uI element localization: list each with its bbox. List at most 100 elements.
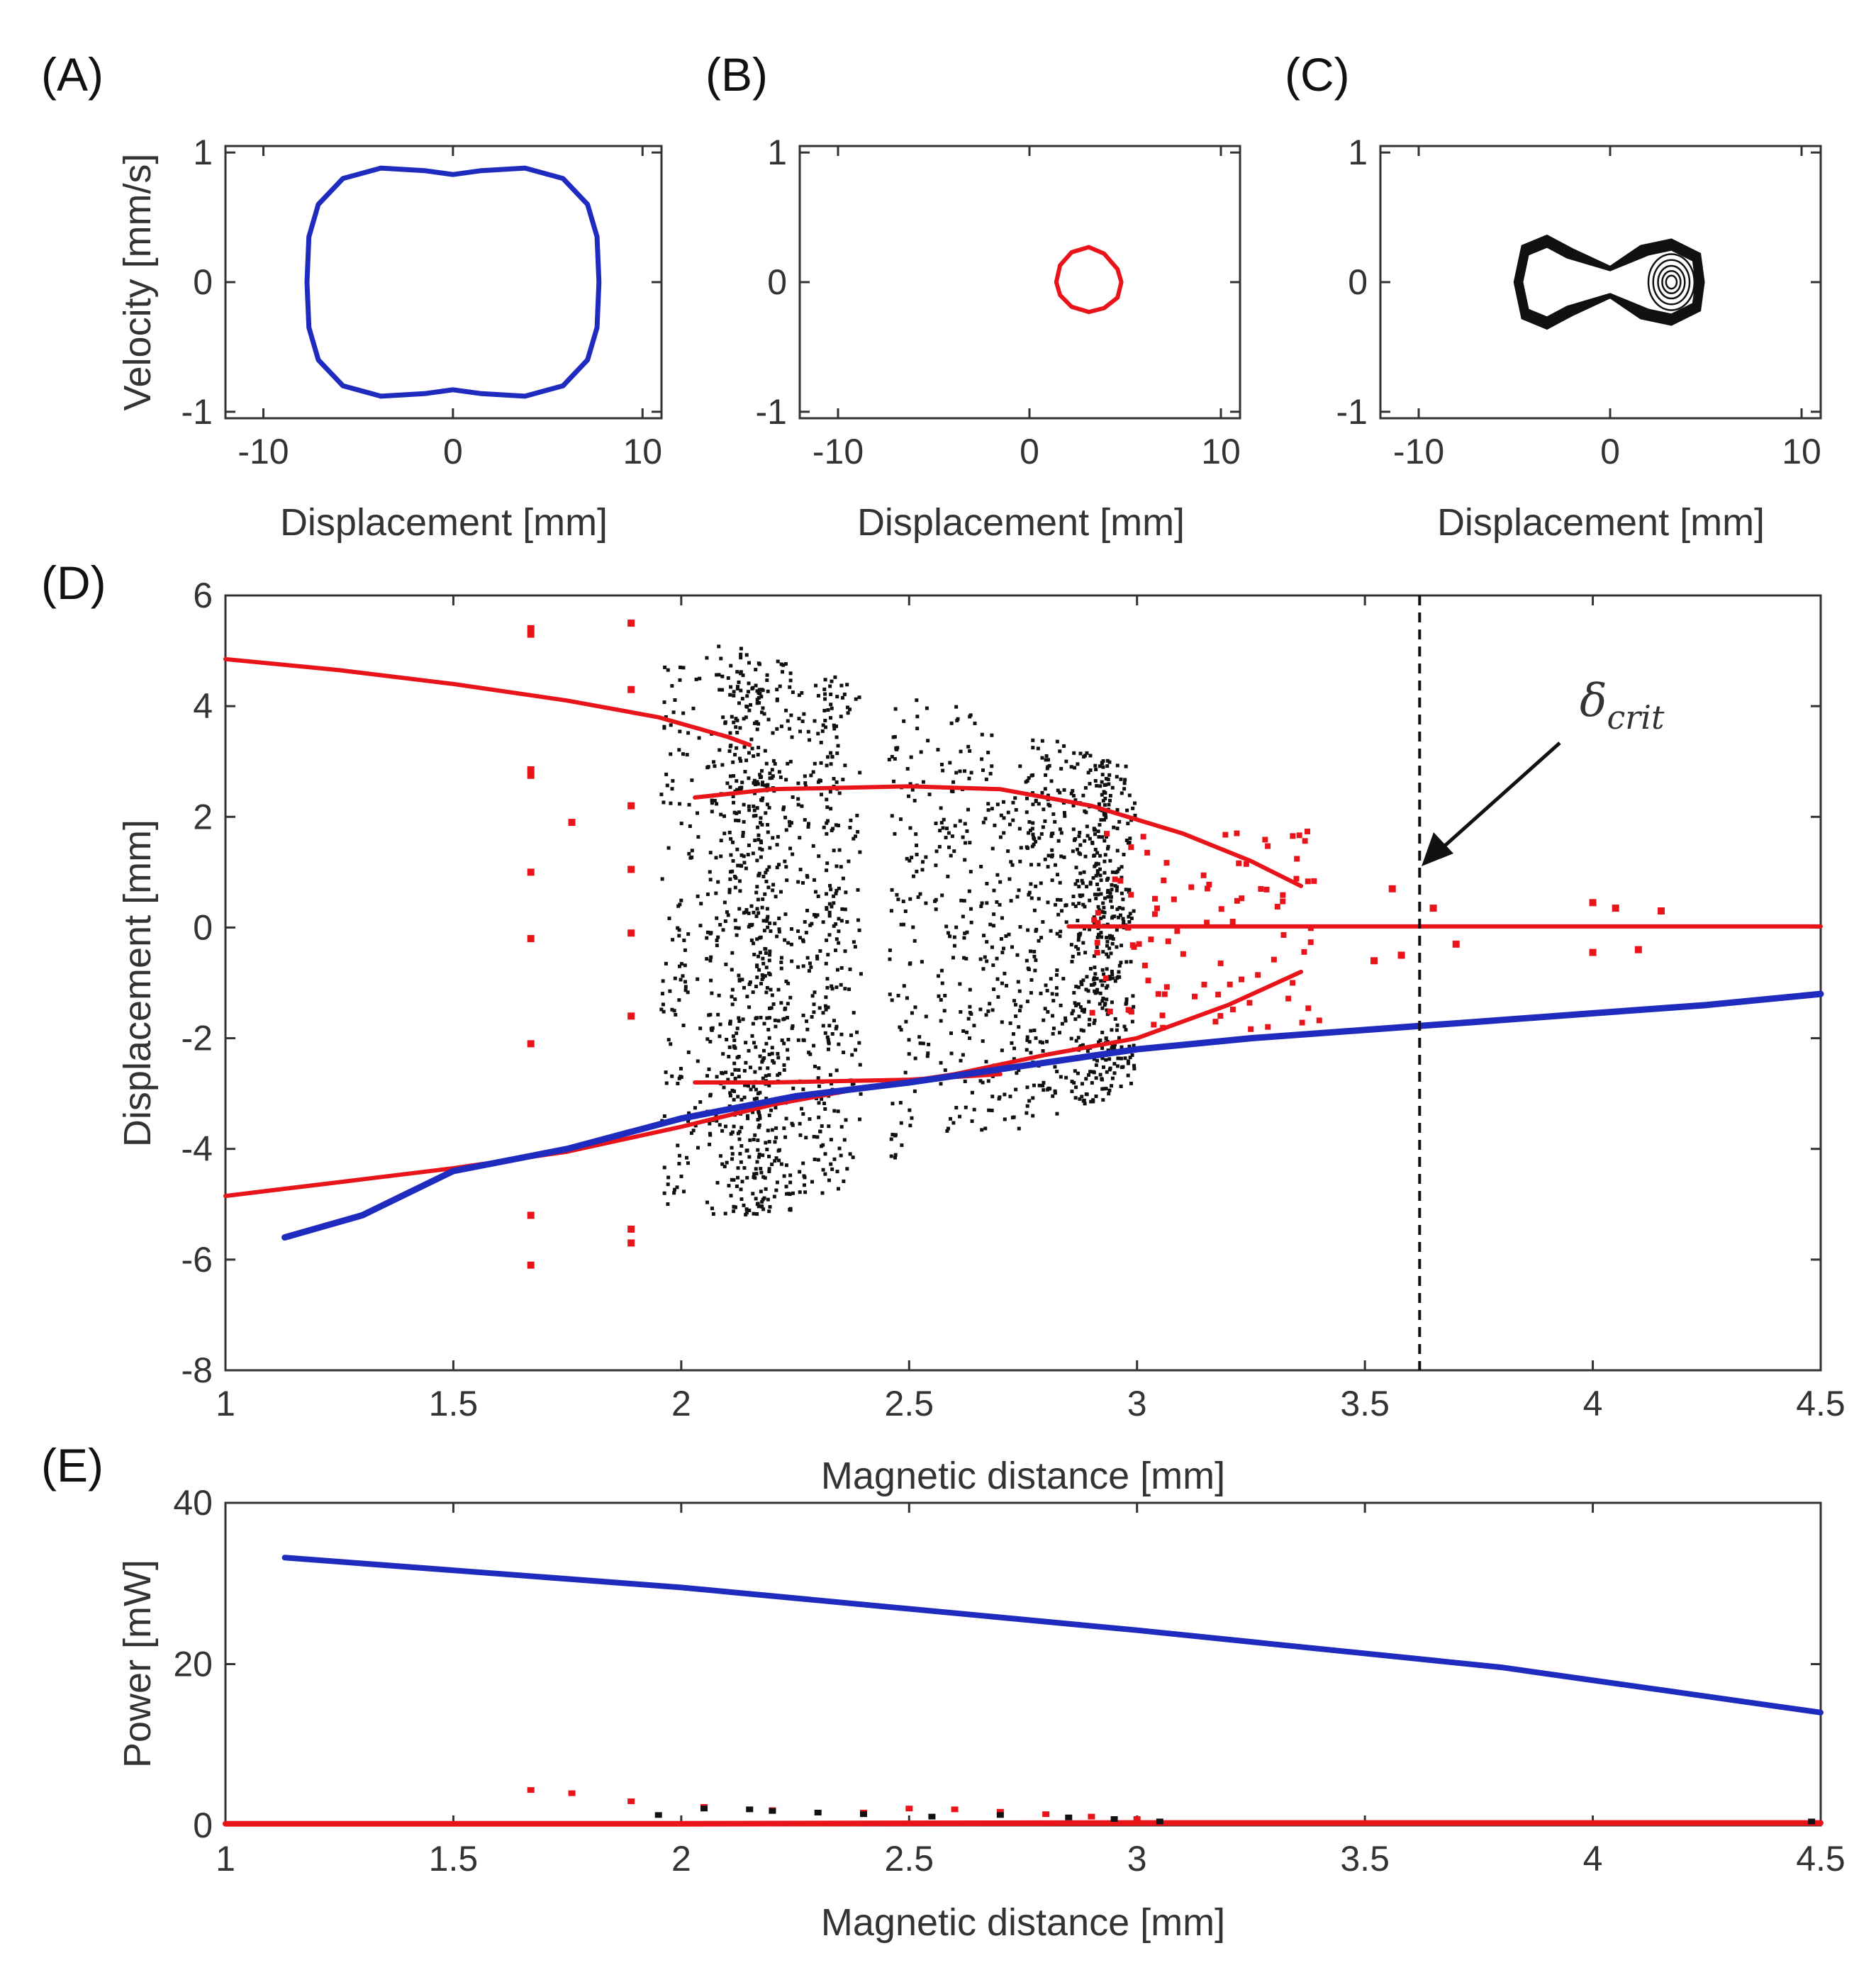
black-data-point	[764, 947, 768, 951]
black-data-point	[1115, 775, 1119, 779]
panel-e-label: (E)	[41, 1439, 104, 1491]
black-data-point	[1105, 1070, 1109, 1074]
black-data-point	[752, 1172, 756, 1176]
black-data-point	[1099, 818, 1103, 822]
black-data-point	[744, 715, 748, 720]
black-data-point	[747, 924, 751, 929]
black-data-point	[827, 902, 832, 906]
black-data-point	[947, 831, 951, 835]
black-data-point	[1006, 849, 1010, 853]
black-data-point	[948, 1116, 952, 1121]
red-data-point	[1141, 962, 1148, 968]
black-data-point	[771, 759, 776, 763]
black-data-point	[893, 1153, 898, 1157]
black-data-point	[830, 1082, 834, 1086]
black-data-point	[1074, 1004, 1078, 1008]
black-data-point	[721, 715, 725, 720]
black-data-point	[732, 690, 736, 694]
panel-d-x-axis-label: Magnetic distance [mm]	[821, 1455, 1225, 1497]
black-data-point	[1092, 1070, 1096, 1075]
black-data-point	[765, 1016, 769, 1020]
black-data-point	[921, 780, 925, 784]
red-data-point	[1311, 878, 1317, 884]
black-data-point	[1027, 892, 1031, 897]
black-data-point	[809, 965, 813, 969]
black-data-point	[824, 995, 828, 1000]
black-data-point	[1083, 905, 1087, 909]
black-data-point	[730, 968, 734, 972]
black-data-point	[1108, 794, 1112, 798]
black-data-point	[810, 922, 814, 926]
black-data-point	[715, 944, 719, 948]
red-data-point	[1239, 895, 1245, 902]
black-data-point	[739, 688, 743, 693]
black-data-point	[756, 746, 761, 750]
black-data-point	[1107, 802, 1111, 807]
black-data-point	[769, 1006, 774, 1010]
black-data-point	[1042, 1080, 1046, 1085]
black-data-point	[758, 773, 762, 777]
black-data-point	[1078, 1097, 1082, 1101]
black-data-point	[1095, 872, 1100, 876]
black-data-point	[710, 1207, 714, 1211]
black-data-point	[759, 1190, 763, 1194]
black-data-point	[711, 1212, 715, 1216]
black-data-point	[756, 1092, 760, 1096]
black-data-point	[837, 791, 842, 795]
black-data-point	[678, 678, 682, 682]
black-data-point	[821, 920, 825, 924]
data-point	[860, 1811, 867, 1818]
black-data-point	[1000, 916, 1004, 920]
black-data-point	[859, 1092, 863, 1096]
black-data-point	[1051, 812, 1056, 816]
black-data-point	[712, 760, 716, 764]
x-tick-label: 3	[1127, 1839, 1147, 1879]
black-data-point	[750, 746, 754, 751]
black-data-point	[738, 726, 742, 730]
black-data-point	[839, 965, 844, 970]
black-data-point	[942, 1009, 947, 1013]
black-data-point	[1127, 890, 1131, 894]
data-point	[951, 1806, 959, 1813]
black-data-point	[858, 850, 862, 854]
black-data-point	[979, 864, 983, 868]
black-data-point	[1059, 909, 1063, 913]
black-data-point	[1027, 1099, 1032, 1103]
black-data-point	[735, 718, 739, 722]
black-data-point	[696, 977, 700, 981]
black-data-point	[1034, 1036, 1038, 1040]
black-data-point	[783, 1007, 787, 1012]
red-data-point	[527, 868, 535, 876]
black-data-point	[744, 1060, 748, 1065]
red-data-point	[1094, 939, 1100, 946]
black-data-point	[730, 1146, 734, 1150]
black-data-point	[715, 802, 719, 806]
black-data-point	[990, 945, 994, 949]
black-data-point	[754, 668, 758, 672]
black-data-point	[705, 656, 709, 660]
black-data-point	[754, 814, 758, 818]
black-data-point	[1046, 1086, 1051, 1090]
black-data-point	[732, 774, 736, 778]
black-data-point	[751, 1022, 755, 1026]
panel-b: (B) -10 0 10-101 Displacement [mm]	[705, 48, 1241, 544]
black-data-point	[1133, 813, 1137, 817]
black-data-point	[1132, 801, 1137, 805]
black-data-point	[754, 1097, 759, 1101]
black-data-point	[791, 1191, 795, 1195]
black-data-point	[1073, 798, 1078, 802]
black-data-point	[829, 1138, 833, 1142]
black-data-point	[823, 718, 827, 722]
black-data-point	[1113, 884, 1117, 888]
red-data-point	[1201, 981, 1207, 987]
black-data-point	[760, 905, 764, 909]
x-tick-label: 4	[1583, 1839, 1603, 1879]
black-data-point	[990, 1095, 995, 1099]
black-data-point	[1034, 799, 1038, 803]
black-data-point	[722, 1165, 727, 1169]
black-data-point	[1032, 836, 1037, 841]
black-data-point	[1102, 905, 1106, 909]
black-data-point	[776, 659, 780, 664]
black-data-point	[1043, 857, 1047, 861]
black-data-point	[1097, 835, 1101, 839]
